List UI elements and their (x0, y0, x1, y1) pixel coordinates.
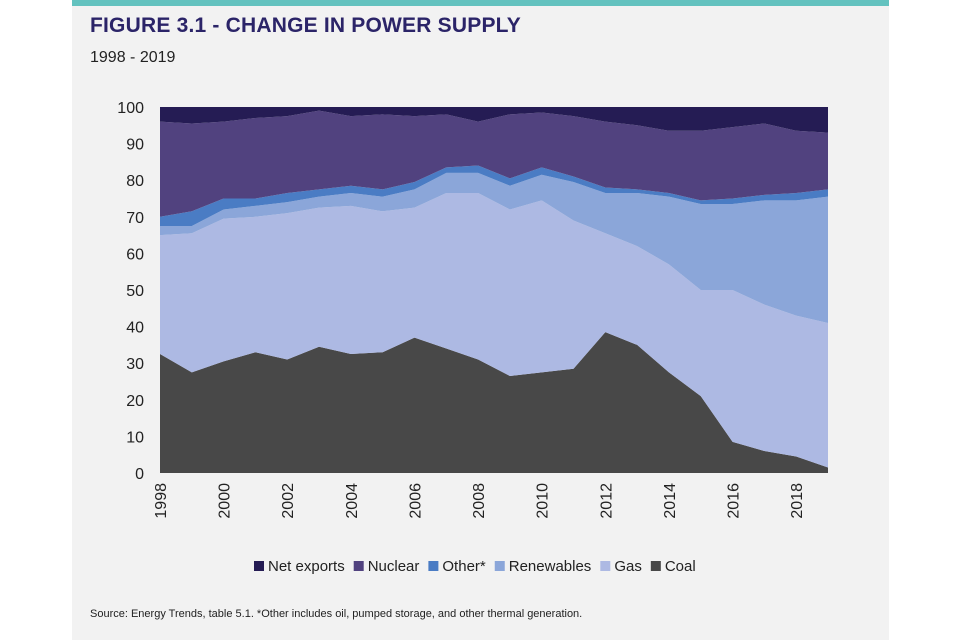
y-tick-label: 0 (135, 466, 144, 483)
legend-label: Gas (614, 558, 642, 575)
y-tick-label: 60 (126, 246, 144, 263)
legend-item-renewables: Renewables (494, 558, 592, 575)
area-renewables (160, 172, 828, 323)
y-tick-label: 80 (126, 173, 144, 190)
x-tick-label: 2008 (471, 483, 488, 519)
y-axis: 0 10 20 30 40 50 60 70 80 90 100 (117, 100, 144, 483)
legend-swatch (254, 561, 264, 571)
stacked-area-chart: 0 10 20 30 40 50 60 70 80 90 100 1998 2000 2002 2004 2… (117, 100, 828, 575)
x-tick-label: 2012 (598, 483, 615, 519)
chart-subtitle: 1998 - 2019 (90, 49, 176, 66)
area-nuclear (160, 110, 828, 217)
accent-bar (72, 0, 889, 6)
y-tick-label: 40 (126, 320, 144, 337)
area-net-exports (160, 107, 828, 133)
legend-item-other: Other* (428, 558, 486, 575)
x-tick-label: 2004 (344, 483, 361, 519)
x-tick-label: 2006 (407, 483, 424, 519)
y-tick-label: 50 (126, 283, 144, 300)
legend-item-gas: Gas (600, 558, 642, 575)
area-coal (160, 332, 828, 473)
area-gas (160, 193, 828, 468)
legend-swatch (428, 561, 439, 571)
y-tick-label: 10 (126, 429, 144, 446)
x-axis: 1998 2000 2002 2004 2006 2008 2010 2012 2014 2016… (153, 483, 806, 519)
y-tick-label: 100 (117, 100, 144, 117)
x-tick-label: 2014 (662, 483, 679, 519)
chart-panel: FIGURE 3.1 - CHANGE IN POWER SUPPLY 1998… (72, 0, 889, 640)
x-tick-label: 2000 (217, 483, 234, 519)
area-other (160, 165, 828, 226)
x-tick-label: 2010 (535, 483, 552, 519)
source-note: Source: Energy Trends, table 5.1. *Other… (90, 608, 583, 620)
y-tick-label: 20 (126, 393, 144, 410)
chart-title: FIGURE 3.1 - CHANGE IN POWER SUPPLY (90, 14, 521, 37)
legend-item-nuclear: Nuclear (353, 558, 420, 575)
legend-label: Net exports (268, 558, 345, 575)
x-tick-label: 2016 (726, 483, 743, 519)
legend-label: Renewables (509, 558, 592, 575)
x-tick-label: 1998 (153, 483, 170, 519)
y-tick-label: 70 (126, 210, 144, 227)
legend-label: Other* (442, 558, 486, 575)
x-tick-label: 2002 (280, 483, 297, 519)
x-tick-label: 2018 (789, 483, 806, 519)
y-tick-label: 30 (126, 356, 144, 373)
y-tick-label: 90 (126, 137, 144, 154)
legend-label: Nuclear (368, 558, 420, 575)
legend-swatch (600, 561, 611, 571)
area-series-group (160, 107, 828, 473)
legend-swatch (353, 561, 364, 571)
legend: Net exports Nuclear Other* Renewables Gas Coa… (254, 558, 696, 575)
legend-label: Coal (665, 558, 696, 575)
legend-swatch (650, 561, 661, 571)
legend-item-coal: Coal (650, 558, 696, 575)
legend-item-net-exports: Net exports (254, 558, 345, 575)
legend-swatch (494, 561, 505, 571)
